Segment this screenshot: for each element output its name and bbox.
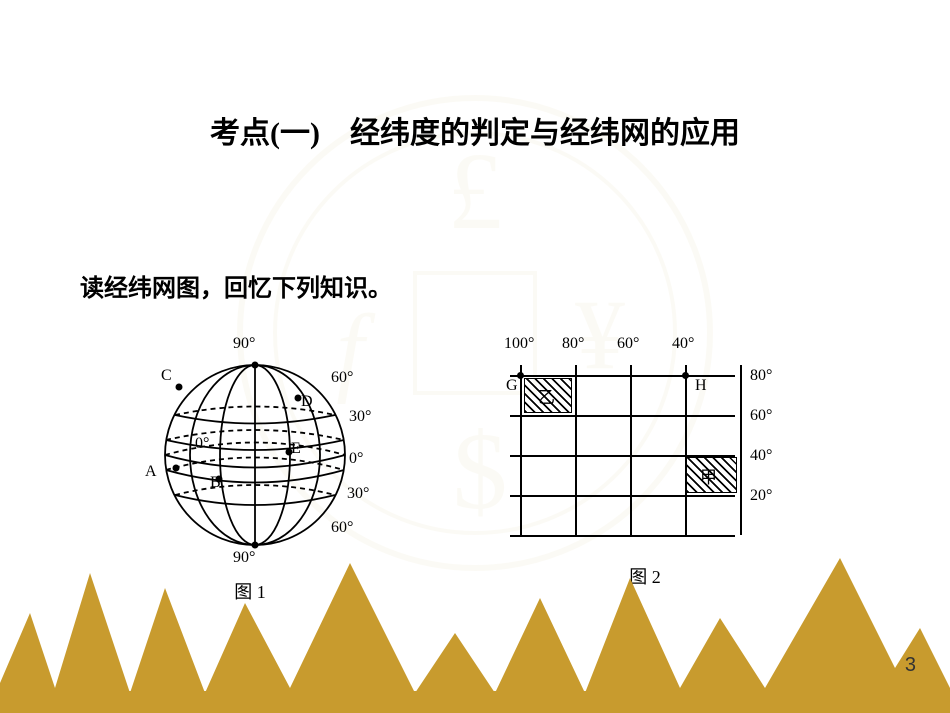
fig1-label-E: E	[291, 440, 301, 458]
fig2-ylabel-3: 20°	[750, 487, 772, 505]
page-number: 3	[905, 654, 916, 677]
fig2-xlabel-3: 40°	[672, 335, 694, 353]
fig2-ylabel-0: 80°	[750, 367, 772, 385]
fig1-label-A: A	[145, 463, 157, 481]
page-title: 考点(一) 经纬度的判定与经纬网的应用	[0, 108, 950, 152]
fig2-label-jia: 甲	[700, 463, 717, 488]
fig1-r5: 60°	[331, 519, 353, 537]
fig1-top-90: 90°	[233, 335, 255, 353]
fig2-xlabel-1: 80°	[562, 335, 584, 353]
fig1-r2: 30°	[349, 408, 371, 426]
fig2-label-H: H	[695, 377, 707, 395]
fig1-r3: 0°	[349, 450, 363, 468]
fig2-label-G: G	[506, 377, 518, 395]
mountains-decoration	[0, 553, 950, 713]
fig2-ylabel-2: 40°	[750, 447, 772, 465]
fig2-xlabel-0: 100°	[504, 335, 534, 353]
fig1-label-zero: 0°	[195, 435, 209, 453]
fig1-label-C: C	[161, 367, 172, 385]
fig2-label-yi: 乙	[538, 383, 555, 408]
instruction-text: 读经纬网图，回忆下列知识。	[80, 268, 392, 303]
bottom-bar	[0, 691, 950, 713]
fig1-r4: 30°	[347, 485, 369, 503]
fig1-label-B: B	[210, 474, 221, 492]
fig2-xlabel-2: 60°	[617, 335, 639, 353]
fig1-label-D: D	[301, 393, 313, 411]
fig2-ylabel-1: 60°	[750, 407, 772, 425]
fig1-r1: 60°	[331, 369, 353, 387]
